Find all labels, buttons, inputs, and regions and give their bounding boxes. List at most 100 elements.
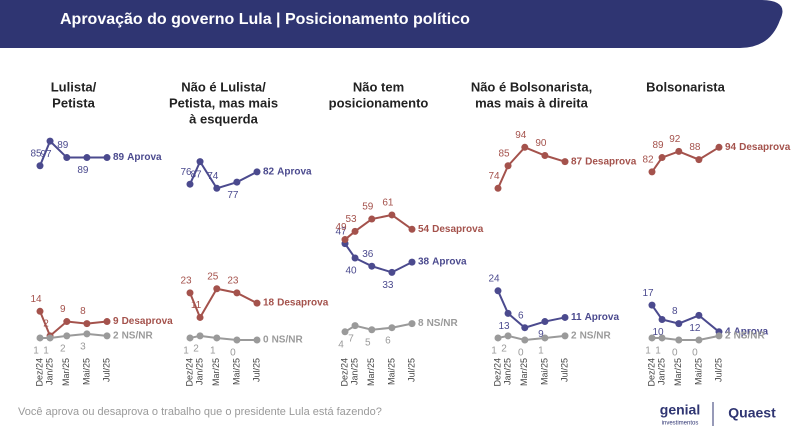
value-label: 33 (382, 280, 394, 291)
value-label: 10 (652, 327, 664, 338)
value-label: 76 (180, 167, 192, 178)
value-label: 49 (335, 222, 347, 233)
x-tick-label: Jan/25 (44, 358, 54, 385)
value-label: 87 (190, 169, 202, 180)
panel-title: Não tem (353, 79, 404, 94)
value-label: 38 (418, 257, 430, 268)
legend-label: Desaprova (585, 156, 637, 167)
point (695, 156, 703, 164)
value-label: 53 (345, 214, 357, 225)
panel-title: Lulista/ (51, 79, 97, 94)
value-label: 9 (538, 329, 544, 340)
point (341, 236, 349, 244)
legend-label: NS/NR (734, 331, 766, 342)
value-label: 0 (518, 348, 524, 359)
logo-genial: genial (660, 402, 700, 418)
legend-label: Aprova (734, 326, 769, 337)
value-label: 3 (80, 341, 86, 352)
point (36, 334, 44, 342)
legend-label: Desaprova (432, 224, 484, 235)
point (715, 143, 723, 151)
value-label: 8 (80, 306, 86, 317)
x-tick-label: Dez/24 (34, 358, 44, 387)
point (521, 336, 529, 344)
x-tick-label: Jul/25 (406, 358, 416, 382)
value-label: 74 (207, 171, 219, 182)
legend-label: Aprova (127, 152, 162, 163)
legend-label: Desaprova (277, 298, 329, 309)
point (541, 152, 549, 159)
value-label: 61 (382, 198, 394, 209)
legend-label: Aprova (432, 257, 467, 268)
point (504, 162, 512, 170)
panel-title: Petista, mas mais (169, 95, 278, 110)
value-label: 2 (43, 319, 49, 330)
value-label: 1 (43, 346, 49, 357)
point (196, 332, 204, 340)
point (368, 326, 376, 334)
value-label: 0 (692, 348, 698, 359)
legend-label: NS/NR (580, 331, 612, 342)
value-label: 24 (488, 273, 500, 284)
value-label: 4 (338, 339, 344, 350)
legend-label: Aprova (585, 312, 620, 323)
value-label: 82 (642, 155, 654, 166)
point (103, 318, 111, 326)
logo-quaest: Quaest (728, 405, 776, 421)
value-label: 7 (348, 333, 354, 344)
x-tick-label: Mar/25 (61, 358, 71, 386)
value-label: 2 (571, 331, 577, 342)
value-label: 2 (113, 331, 119, 342)
x-tick-label: Jan/25 (502, 358, 512, 385)
point (494, 334, 502, 342)
point (253, 168, 261, 176)
value-label: 6 (385, 335, 391, 346)
value-label: 9 (113, 316, 119, 327)
point (186, 334, 194, 342)
x-tick-label: Jul/25 (713, 358, 723, 382)
point (658, 334, 666, 342)
value-label: 89 (57, 140, 69, 151)
value-label: 82 (263, 167, 275, 178)
point (351, 254, 359, 262)
point (695, 336, 703, 344)
point (408, 225, 416, 233)
value-label: 4 (725, 326, 731, 337)
value-label: 59 (362, 202, 374, 213)
value-label: 90 (535, 138, 547, 149)
value-label: 12 (689, 323, 701, 334)
x-tick-label: Dez/24 (646, 358, 656, 387)
point (213, 184, 221, 192)
x-tick-label: Jul/25 (251, 358, 261, 382)
point (46, 334, 54, 342)
series-line (39, 310, 108, 338)
value-label: 97 (40, 149, 52, 160)
x-tick-label: Mai/25 (386, 358, 396, 385)
point (388, 268, 396, 276)
value-label: 8 (672, 306, 678, 317)
point (561, 158, 569, 166)
value-label: 89 (77, 165, 89, 176)
value-label: 2 (193, 344, 199, 355)
point (186, 289, 194, 297)
value-label: 25 (207, 271, 219, 282)
point (541, 334, 549, 342)
point (695, 311, 703, 319)
legend-label: NS/NR (122, 331, 154, 342)
value-label: 1 (491, 346, 497, 357)
x-tick-label: Mar/25 (673, 358, 683, 386)
point (233, 289, 241, 297)
point (368, 215, 376, 223)
value-label: 6 (518, 310, 524, 321)
point (388, 324, 396, 332)
point (408, 320, 416, 328)
point (351, 322, 359, 330)
value-label: 94 (515, 130, 527, 141)
value-label: 40 (345, 266, 357, 277)
value-label: 74 (488, 171, 500, 182)
value-label: 1 (655, 346, 661, 357)
panel-title: posicionamento (329, 95, 429, 110)
point (521, 324, 529, 332)
value-label: 23 (180, 275, 192, 286)
x-tick-label: Mar/25 (519, 358, 529, 386)
